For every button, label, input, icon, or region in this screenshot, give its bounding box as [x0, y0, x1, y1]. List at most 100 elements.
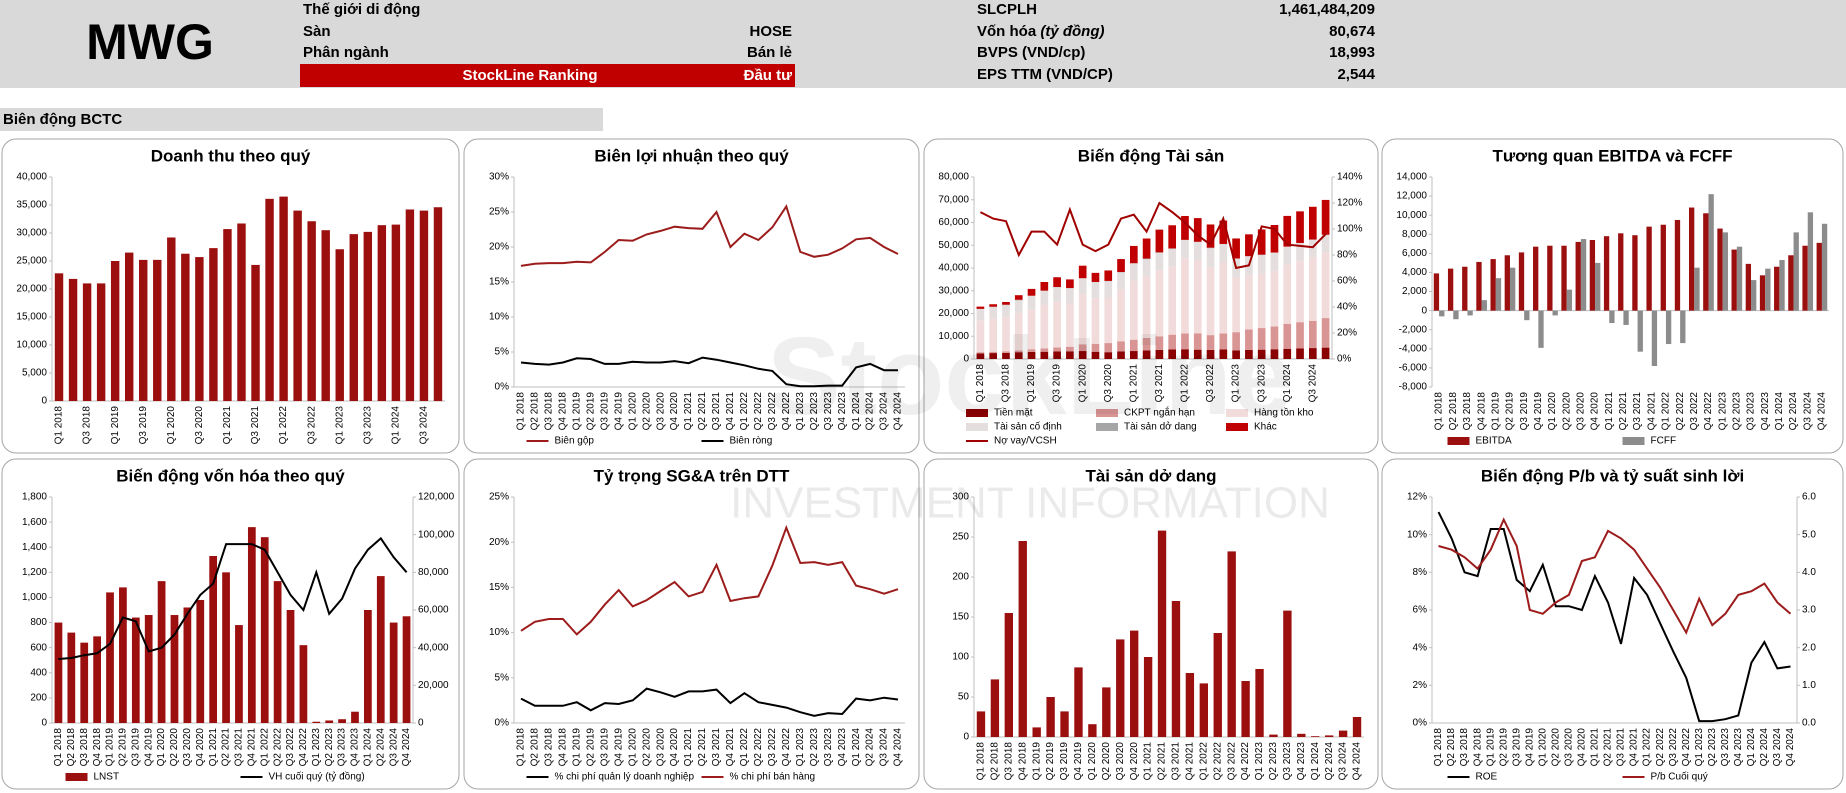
y-tick-label: 12,000	[1396, 191, 1427, 202]
bar	[1155, 349, 1164, 359]
line	[979, 201, 1327, 270]
panel	[923, 458, 1379, 790]
x-tick-label: Q3 2024	[388, 728, 399, 767]
panel	[923, 138, 1379, 454]
bar	[1708, 194, 1714, 311]
bar	[1651, 310, 1658, 366]
x-tick-label: Q3 2020	[655, 392, 666, 431]
exchange-label: Sàn	[303, 23, 331, 40]
y-tick-label: 1,400	[22, 542, 47, 553]
legend-swatch	[966, 409, 988, 417]
x-tick-label: Q3 2023	[362, 406, 373, 445]
x-tick-label: Q2 2022	[1675, 392, 1686, 431]
bar	[1257, 349, 1266, 359]
x-tick-label: Q2 2018	[530, 728, 541, 767]
bar	[1352, 717, 1362, 737]
x-tick-label: Q4 2020	[195, 728, 206, 767]
bar	[235, 625, 243, 723]
y-tick-label: 140%	[1337, 172, 1363, 183]
x-tick-label: Q4 2020	[1129, 742, 1140, 781]
bar	[1074, 667, 1083, 737]
bar	[976, 352, 985, 354]
x-tick-label: Q2 2020	[1101, 742, 1112, 781]
bar	[1694, 267, 1700, 311]
bar	[1066, 288, 1074, 304]
legend-label: Tài sản dở dang	[1124, 421, 1197, 433]
y-tick-label: -6,000	[1399, 363, 1428, 374]
line	[520, 687, 899, 717]
bar	[1171, 601, 1181, 737]
bar	[1308, 206, 1317, 240]
legend-swatch	[1622, 437, 1645, 445]
x-tick-label: Q1 2022	[259, 728, 270, 767]
bar	[1566, 289, 1573, 311]
bar	[1269, 734, 1278, 737]
bar	[338, 719, 346, 723]
bar	[1665, 310, 1672, 345]
x-tick-label: Q4 2020	[669, 728, 680, 767]
bar	[1142, 276, 1151, 338]
x-tick-label: Q3 2023	[1256, 364, 1267, 403]
x-tick-label: Q2 2019	[1505, 392, 1516, 431]
x-tick-label: Q1 2023	[334, 406, 345, 445]
x-tick-label: Q3 2019	[599, 392, 610, 431]
x-tick-label: Q3 2021	[1154, 364, 1165, 403]
x-tick-label: Q3 2018	[1462, 392, 1473, 431]
x-tick-label: Q1 2021	[1128, 364, 1139, 403]
bar	[1774, 266, 1780, 311]
bar	[325, 720, 334, 723]
x-tick-label: Q4 2023	[1760, 392, 1771, 431]
x-tick-label: Q1 2024	[363, 728, 374, 767]
bar	[1321, 252, 1330, 319]
x-tick-label: Q4 2023	[1296, 742, 1307, 781]
bar	[1027, 309, 1036, 350]
x-tick-label: Q1 2021	[222, 406, 233, 445]
bar	[1232, 277, 1240, 333]
bar	[54, 622, 63, 723]
bar	[1129, 339, 1138, 352]
bar	[1595, 262, 1601, 311]
bar	[1462, 266, 1468, 311]
bar	[1168, 349, 1177, 359]
x-tick-label: Q2 2021	[1603, 728, 1614, 767]
sector: Bán lẻ	[747, 44, 792, 61]
y-tick-label: 1,000	[22, 592, 47, 603]
x-tick-label: Q1 2021	[1143, 742, 1154, 781]
x-tick-label: Q2 2021	[697, 392, 708, 431]
bar	[1206, 247, 1215, 249]
y-tick-label: 1.0	[1802, 680, 1816, 691]
ranking-bar	[300, 64, 795, 87]
bar	[222, 572, 230, 723]
y-tick-label: 1,600	[22, 517, 47, 528]
bar	[110, 261, 120, 401]
bar	[157, 581, 166, 723]
bar	[1245, 274, 1253, 330]
x-tick-label: Q2 2018	[530, 392, 541, 431]
bar	[976, 353, 985, 359]
bar	[389, 622, 398, 723]
y-tick-label: 20,000	[418, 680, 449, 691]
x-tick-label: Q1 2020	[1077, 364, 1088, 403]
bar	[1102, 687, 1111, 737]
y-tick-label: 25%	[489, 492, 509, 503]
y-tick-label: 4%	[1413, 642, 1428, 653]
bar	[1495, 278, 1502, 311]
bar	[1060, 711, 1069, 737]
bar	[1296, 322, 1304, 349]
x-tick-label: Q4 2020	[669, 392, 680, 431]
x-tick-label: Q4 2023	[837, 728, 848, 767]
bar	[1104, 281, 1113, 298]
x-tick-label: Q2 2018	[1448, 392, 1459, 431]
bar	[1674, 219, 1681, 311]
bar	[1027, 351, 1036, 359]
bar	[1722, 232, 1728, 311]
bar	[1296, 348, 1304, 359]
bar	[1168, 248, 1177, 267]
bar	[1283, 323, 1292, 349]
bar	[1088, 724, 1097, 737]
x-tick-label: Q3 2020	[1103, 364, 1114, 403]
y-tick-label: -2,000	[1399, 324, 1428, 335]
bar	[1130, 630, 1139, 737]
bar	[67, 632, 76, 723]
